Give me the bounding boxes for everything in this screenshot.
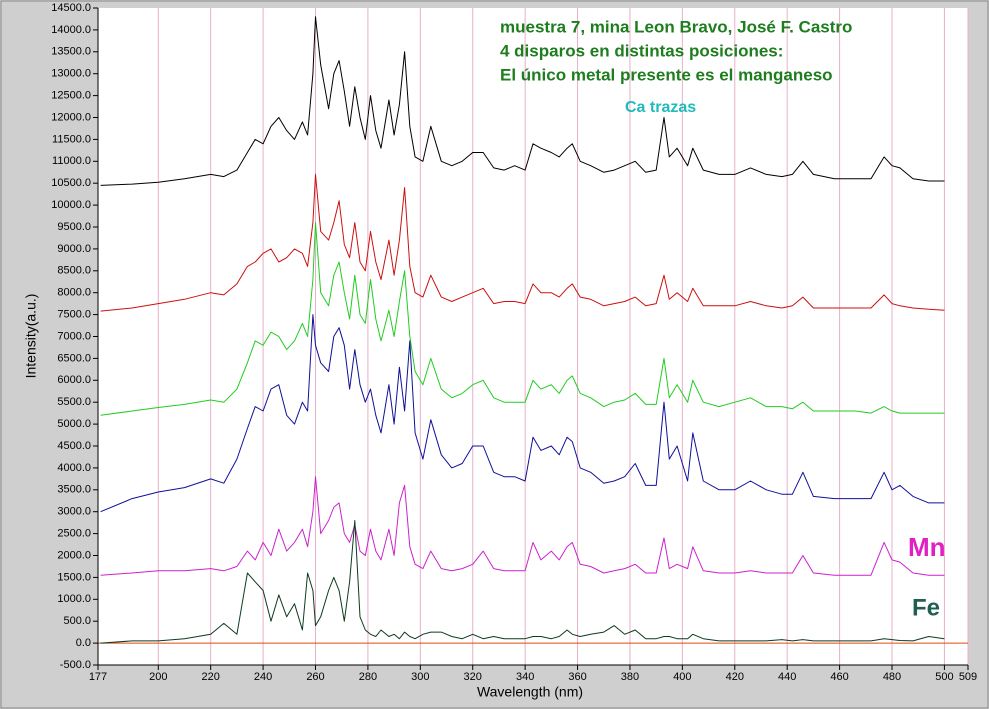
x-tick-label: 509 [959, 671, 977, 683]
y-tick-label: 1000.0 [57, 593, 91, 605]
y-tick-label: 6000.0 [57, 374, 91, 386]
y-tick-label: 0.0 [76, 637, 91, 649]
y-tick-label: 11000.0 [52, 155, 91, 167]
x-tick-label: 220 [202, 671, 220, 683]
y-tick-label: 12000.0 [51, 111, 91, 123]
y-tick-label: 11500.0 [52, 133, 91, 145]
annotation: Mn [908, 532, 946, 562]
annotation: Fe [912, 594, 940, 621]
spectrum-line [100, 222, 945, 416]
spectrum-line [100, 476, 945, 576]
annotation: muestra 7, mina Leon Bravo, José F. Cast… [500, 17, 852, 36]
y-tick-label: 10500.0 [51, 177, 91, 189]
y-tick-label: 7500.0 [57, 309, 91, 321]
spectrum-line [100, 314, 945, 513]
y-tick-label: 3500.0 [57, 484, 91, 496]
x-tick-label: 280 [359, 671, 377, 683]
y-tick-label: 5500.0 [57, 396, 91, 408]
y-tick-label: 1500.0 [57, 571, 91, 583]
y-tick-label: 9000.0 [57, 243, 91, 255]
y-tick-label: 8500.0 [57, 265, 91, 277]
y-tick-label: 3000.0 [57, 506, 91, 518]
x-tick-label: 440 [778, 671, 796, 683]
y-tick-label: 2500.0 [57, 528, 91, 540]
x-tick-label: 460 [830, 671, 848, 683]
annotation: Ca trazas [625, 99, 696, 116]
spectrum-line [100, 16, 945, 186]
plot-area [98, 8, 968, 665]
y-tick-label: 9500.0 [57, 221, 91, 233]
x-tick-label: 240 [254, 671, 272, 683]
y-tick-label: 10000.0 [51, 199, 91, 211]
x-tick-label: 500 [935, 671, 953, 683]
y-tick-label: 8000.0 [57, 287, 91, 299]
y-tick-label: 13500.0 [51, 46, 91, 58]
y-tick-label: 14000.0 [51, 24, 91, 36]
y-tick-label: 14500.0 [51, 2, 91, 14]
y-tick-label: 12500.0 [51, 90, 91, 102]
y-tick-label: 7000.0 [57, 330, 91, 342]
annotation: 4 disparos en distintas posiciones: [500, 41, 783, 60]
x-tick-label: 300 [411, 671, 429, 683]
y-tick-label: 500.0 [63, 615, 91, 627]
x-tick-label: 360 [568, 671, 586, 683]
spectrum-line [100, 520, 945, 644]
y-tick-label: -500.0 [60, 659, 91, 671]
x-axis-label: Wavelength (nm) [477, 684, 583, 700]
y-tick-label: 13000.0 [51, 68, 91, 80]
x-tick-label: 380 [621, 671, 639, 683]
y-axis-label: Intensity(a.u.) [23, 294, 39, 379]
x-tick-label: 420 [726, 671, 744, 683]
y-tick-label: 4000.0 [57, 462, 91, 474]
spectrum-line [100, 173, 945, 312]
x-tick-label: 200 [149, 671, 167, 683]
x-tick-label: 340 [516, 671, 534, 683]
x-tick-label: 400 [673, 671, 691, 683]
x-tick-label: 177 [89, 671, 107, 683]
x-tick-label: 320 [464, 671, 482, 683]
annotation: El único metal presente es el manganeso [500, 65, 833, 84]
y-tick-label: 6500.0 [57, 352, 91, 364]
y-tick-label: 2000.0 [57, 549, 91, 561]
x-tick-label: 260 [306, 671, 324, 683]
y-tick-label: 4500.0 [57, 440, 91, 452]
y-tick-label: 5000.0 [57, 418, 91, 430]
x-tick-label: 480 [883, 671, 901, 683]
